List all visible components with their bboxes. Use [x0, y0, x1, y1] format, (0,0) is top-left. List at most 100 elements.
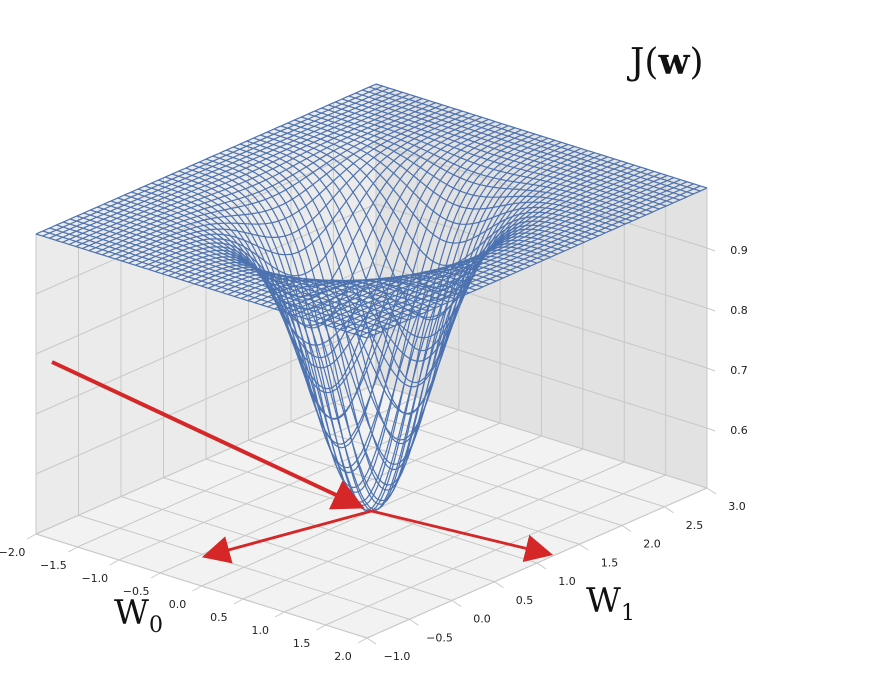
surface-line-w1: [328, 104, 660, 210]
w1-direction-arrow: [371, 509, 554, 562]
y-tick-mark: [409, 618, 419, 626]
y-tick-mark: [579, 543, 589, 551]
surface-line-w1: [341, 98, 674, 204]
x-tick-mark: [357, 637, 368, 644]
y-tick-mark: [366, 637, 377, 645]
surface-line-w1: [42, 230, 374, 336]
x-tick-label: −2.0: [0, 546, 25, 559]
x-tick-mark: [233, 598, 244, 605]
x-tick-label: −1.5: [40, 559, 67, 572]
surface-line-w1: [49, 227, 381, 333]
surface-line-w1: [246, 140, 578, 384]
y-tick-label: 3.0: [728, 500, 746, 513]
surface-line-w1: [35, 233, 368, 339]
gridline: [35, 143, 377, 295]
y-axis-title: W1: [586, 581, 635, 626]
x-tick-label: −1.0: [81, 572, 108, 585]
surface-line-w1: [69, 218, 402, 324]
gridline: [375, 383, 708, 489]
surface-line-w1: [335, 101, 667, 207]
z-tick-label: 0.9: [730, 244, 748, 257]
gridline: [163, 477, 495, 583]
surface-line-w1: [314, 110, 646, 216]
z-tick-mark: [706, 427, 716, 432]
y-tick-mark: [494, 581, 504, 589]
direction-arrows: [51, 360, 554, 564]
y-tick-label: 0.0: [473, 613, 491, 626]
x-tick-label: 1.0: [252, 624, 270, 637]
x-tick-mark: [192, 585, 202, 592]
x-tick-label: −0.5: [123, 585, 150, 598]
surface-line-w1: [348, 95, 680, 201]
z-tick-label: 0.6: [730, 424, 748, 437]
y-tick-label: 2.5: [686, 519, 704, 532]
y-tick-mark: [621, 525, 632, 532]
surface-line-w1: [76, 215, 408, 321]
z-tick-label: 0.8: [730, 304, 748, 317]
surface-line-w1: [362, 89, 694, 195]
gridline: [290, 421, 623, 526]
surface-line-w1: [267, 131, 599, 292]
x-tick-mark: [68, 546, 78, 553]
surface-line-w1: [355, 92, 687, 198]
surface-line-w1: [151, 182, 483, 369]
y-tick-label: 0.5: [516, 594, 534, 607]
surface-line-w1: [253, 137, 585, 352]
surface-line-w1: [63, 221, 395, 327]
z-axis-title: J(w): [626, 41, 704, 83]
y-tick-label: 1.5: [601, 556, 619, 569]
surface-line-w1: [226, 149, 558, 471]
surface-line-w1: [219, 152, 551, 491]
axis-ticks: −2.0 −1.5 −1.0 −0.5 0.0 0.5 1.0 1.5 2.0 −1.0 −0.5 0…: [0, 188, 748, 663]
gridline: [248, 439, 580, 545]
surface-line-w1: [369, 86, 701, 192]
x-tick-label: 2.0: [334, 650, 352, 663]
z-tick-label: 0.7: [730, 364, 748, 377]
gridline: [333, 402, 665, 508]
x-tick-mark: [26, 533, 37, 540]
y-tick-mark: [706, 487, 717, 495]
x-tick-mark: [316, 624, 326, 631]
surface-line-w1: [280, 125, 612, 244]
y-tick-label: 1.0: [558, 575, 576, 588]
y-tick-mark: [664, 506, 674, 514]
surface-line-w1: [233, 146, 565, 445]
surface-line-w1: [260, 134, 592, 321]
x-axis-title: W0: [114, 593, 163, 638]
x-tick-label: 0.5: [210, 611, 228, 624]
z-tick-mark: [706, 367, 716, 372]
surface-line-w1: [301, 116, 633, 222]
surface-line-w1: [56, 224, 388, 330]
gridline: [35, 263, 377, 415]
x-tick-label: 1.5: [293, 637, 311, 650]
y-tick-mark: [451, 600, 462, 607]
gridline: [78, 514, 410, 620]
surface-line-w1: [239, 143, 572, 415]
x-tick-mark: [275, 611, 285, 618]
surface-line-w1: [124, 194, 456, 300]
y-tick-label: −1.0: [384, 650, 411, 663]
z-tick-mark: [706, 307, 716, 312]
gridline: [120, 496, 453, 601]
z-tick-mark: [706, 247, 716, 252]
gridline: [375, 323, 708, 429]
w0-direction-arrow: [201, 509, 372, 564]
y-tick-label: 2.0: [643, 538, 661, 551]
surface-wireframe: [35, 83, 708, 513]
surface-line-w1: [131, 191, 463, 310]
surface-line-w1: [375, 83, 708, 189]
surface-line-w1: [287, 122, 619, 228]
x-tick-label: 0.0: [169, 598, 187, 611]
y-tick-label: −0.5: [426, 631, 453, 644]
y-tick-mark: [536, 562, 547, 570]
surface-line-w1: [273, 128, 606, 267]
surface-line-w1: [294, 119, 626, 225]
surface-line-w1: [307, 113, 640, 219]
surface-line-w1: [137, 188, 470, 327]
x-tick-mark: [109, 559, 119, 566]
surface-line-w1: [321, 107, 653, 213]
gridline: [35, 323, 377, 475]
x-tick-mark: [150, 572, 161, 579]
gradient-arrow: [51, 360, 365, 510]
